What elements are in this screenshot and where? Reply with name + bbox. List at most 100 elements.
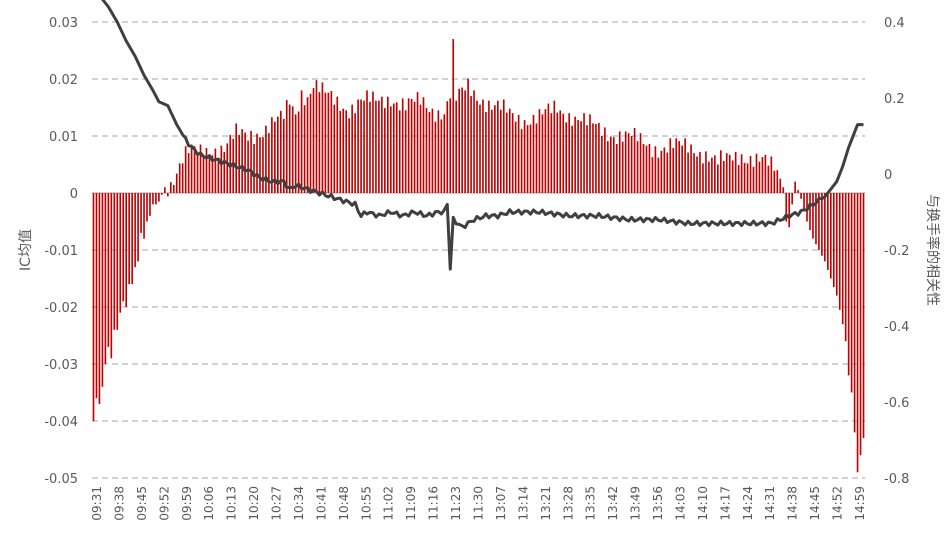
- x-tick-label: 14:24: [741, 486, 755, 521]
- ic-bar: [238, 134, 240, 193]
- ic-bar: [702, 163, 704, 193]
- ic-bar: [609, 136, 612, 193]
- ic-bar: [812, 193, 814, 239]
- ic-bar: [580, 121, 582, 193]
- ic-bar: [473, 90, 475, 193]
- ic-bar: [381, 96, 383, 193]
- ic-bar: [544, 109, 547, 193]
- ic-bar: [785, 193, 788, 222]
- y-right-tick-label: -0.6: [884, 396, 909, 411]
- y-left-tick-label: 0.01: [49, 130, 78, 145]
- ic-bar: [378, 100, 380, 193]
- ic-bar: [583, 113, 585, 193]
- ic-bar: [508, 108, 511, 193]
- x-tick-label: 10:27: [270, 486, 284, 521]
- ic-bar: [705, 151, 707, 193]
- ic-bar: [728, 154, 731, 193]
- ic-bar: [256, 133, 258, 193]
- ic-bar: [699, 151, 701, 193]
- ic-bar: [607, 141, 609, 193]
- right-y-ticks: 0.4 0.2 0 -0.2 -0.4 -0.6 -0.8: [884, 16, 909, 487]
- ic-bar: [461, 87, 463, 193]
- ic-bar: [687, 152, 689, 193]
- ic-bar: [339, 110, 342, 193]
- ic-bar: [660, 150, 663, 193]
- ic-bar: [731, 160, 734, 193]
- ic-bar: [696, 156, 698, 193]
- ic-bar: [529, 124, 532, 193]
- ic-bar: [229, 134, 232, 193]
- ic-bar: [835, 193, 838, 296]
- ic-bar: [621, 141, 624, 193]
- ic-bar: [140, 193, 142, 233]
- ic-bar: [791, 193, 793, 205]
- ic-bar: [595, 124, 597, 193]
- ic-bar: [773, 170, 776, 193]
- ic-bar: [309, 93, 312, 193]
- ic-bar: [494, 105, 496, 193]
- ic-bar: [98, 193, 101, 404]
- ic-bar: [645, 145, 648, 193]
- ic-bar: [568, 113, 570, 193]
- x-tick-label: 11:02: [382, 486, 396, 521]
- y-axis-left-title: IC均值: [18, 229, 34, 271]
- ic-bar: [187, 153, 190, 193]
- ic-bar: [841, 193, 844, 325]
- x-tick-label: 09:45: [135, 486, 149, 521]
- ic-bar: [832, 193, 835, 288]
- ic-bar: [92, 193, 95, 421]
- ic-bar: [648, 143, 651, 193]
- ic-bar: [431, 108, 434, 193]
- ic-bar: [226, 143, 229, 193]
- ic-bar: [181, 163, 184, 193]
- ic-bar: [422, 97, 425, 193]
- ic-bar: [633, 128, 636, 193]
- ic-bar: [654, 146, 657, 193]
- ic-bar: [601, 136, 603, 193]
- ic-bar: [202, 157, 205, 193]
- ic-bar: [342, 108, 345, 193]
- y-right-tick-label: 0: [884, 168, 892, 183]
- x-tick-label: 09:38: [112, 486, 126, 521]
- ic-bar: [827, 193, 829, 270]
- ic-bar: [324, 92, 327, 193]
- ic-bar: [737, 165, 740, 193]
- ic-bar: [639, 133, 642, 193]
- ic-bar: [722, 161, 725, 193]
- x-ticks: 09:31 09:38 09:45 09:52 09:59 10:06 10:13 10:20…: [90, 486, 867, 521]
- x-tick-label: 10:06: [202, 486, 216, 521]
- ic-bar: [351, 104, 353, 193]
- ic-bar: [618, 131, 621, 193]
- x-tick-label: 14:31: [763, 486, 777, 521]
- ic-bar: [282, 118, 285, 193]
- ic-bar: [604, 127, 606, 193]
- x-tick-label: 10:20: [247, 486, 261, 521]
- y-right-tick-label: 0.2: [884, 92, 905, 107]
- ic-bar: [389, 106, 392, 193]
- ic-bar: [446, 101, 449, 193]
- ic-bar: [779, 178, 782, 193]
- ic-bar: [300, 90, 303, 193]
- ic-bar: [764, 154, 767, 193]
- ic-bar: [850, 193, 853, 393]
- ic-bar: [758, 161, 761, 193]
- ic-bar: [425, 108, 428, 193]
- ic-bar: [392, 103, 395, 193]
- ic-bar: [550, 113, 553, 193]
- ic-bar: [464, 90, 466, 193]
- ic-bar: [514, 121, 517, 193]
- ic-bar: [333, 104, 336, 193]
- ic-bar: [669, 138, 672, 193]
- ic-bar: [577, 120, 579, 193]
- ic-bar: [288, 104, 291, 193]
- ic-bar: [149, 193, 151, 216]
- ic-bar: [824, 193, 826, 262]
- ic-bar: [134, 193, 136, 268]
- ic-bar: [440, 119, 443, 193]
- ic-bar: [113, 193, 116, 330]
- y-left-tick-label: 0.02: [49, 73, 78, 88]
- ic-bar: [398, 110, 401, 193]
- ic-bar: [862, 193, 865, 439]
- x-tick-label: 14:10: [696, 486, 710, 521]
- ic-bar: [449, 98, 452, 193]
